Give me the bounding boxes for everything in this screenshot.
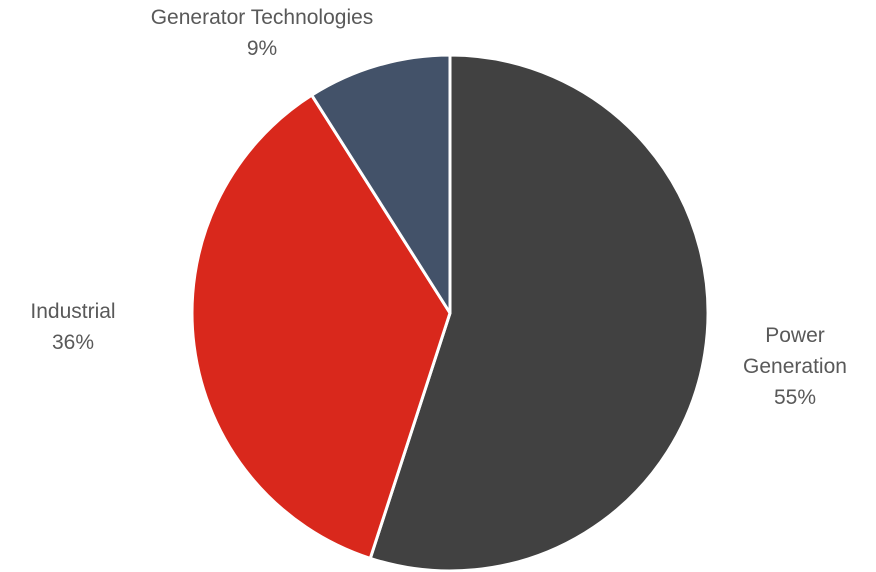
pie-label-generator-technologies: Generator Technologies 9% [151,6,374,60]
pie-slice-industrial [190,93,452,560]
pie-slice-power-generation [368,53,710,572]
pie-slices [190,53,710,572]
pie-label-industrial: Industrial 36% [30,300,115,354]
pie-slice-generator-technologies [310,53,452,315]
pie-labels: Power Generation 55% Industrial 36% Generator… [30,6,847,409]
pie-label-power-generation: Power Generation 55% [743,324,847,409]
